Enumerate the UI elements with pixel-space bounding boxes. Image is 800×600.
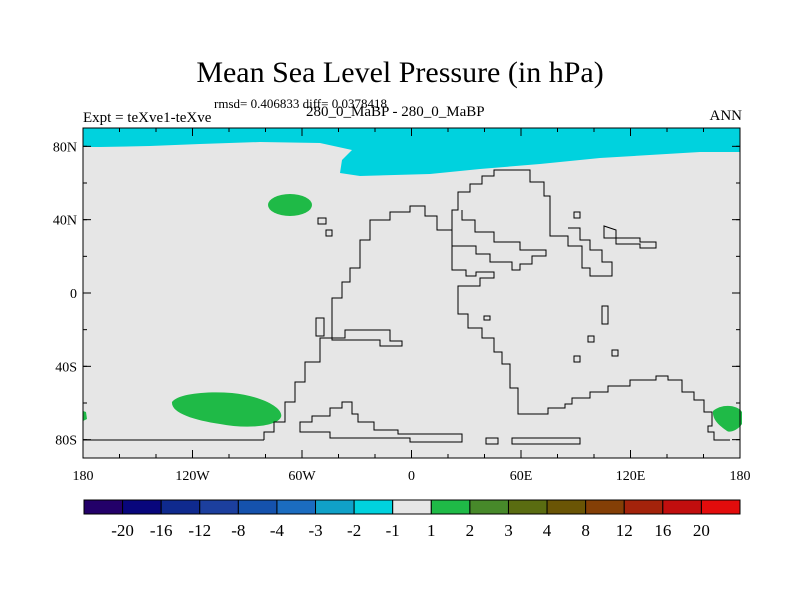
colorbar: -20 -16 -12 -8 -4 -3 -2 -1 1 2 3 4 8 12 16 20 <box>83 499 741 540</box>
y-tick-label: 80S <box>55 434 77 449</box>
colorbar-label: -3 <box>308 521 322 540</box>
colorbar-swatch <box>430 499 471 515</box>
colorbar-label: 12 <box>616 521 633 540</box>
colorbar-label: -1 <box>386 521 400 540</box>
region-npacific-high <box>268 194 312 216</box>
colorbar-swatch <box>392 499 432 515</box>
colorbar-swatch <box>546 499 587 515</box>
y-tick-label: 40N <box>53 214 77 229</box>
colorbar-label: -12 <box>188 521 211 540</box>
region-spacific-high <box>171 392 282 427</box>
colorbar-label: -20 <box>111 521 134 540</box>
region-se-high <box>712 405 742 432</box>
y-tick-label: 40S <box>55 360 77 375</box>
x-tick-label: 60W <box>288 469 316 484</box>
colorbar-swatch <box>353 499 394 515</box>
colorbar-swatch <box>122 499 162 515</box>
colorbar-label: 4 <box>543 521 552 540</box>
axis-ticks: 180 120W 60W 0 60E 120E 180 80N 40N 0 40S 80S <box>53 128 751 484</box>
colorbar-swatch <box>276 499 317 515</box>
y-tick-label: 0 <box>70 287 77 302</box>
colorbar-label: -4 <box>270 521 285 540</box>
colorbar-swatch <box>237 499 278 515</box>
x-tick-label: 180 <box>730 469 751 484</box>
x-tick-label: 120E <box>616 469 646 484</box>
colorbar-label: 2 <box>466 521 475 540</box>
chart-subtitle: 280_0_MaBP - 280_0_MaBP <box>306 104 485 120</box>
coastlines <box>83 169 730 445</box>
colorbar-label: 20 <box>693 521 710 540</box>
x-tick-label: 180 <box>73 469 94 484</box>
colorbar-label: 8 <box>581 521 590 540</box>
colorbar-swatch <box>469 499 509 515</box>
colorbar-label: 3 <box>504 521 513 540</box>
region-arctic-low <box>83 128 740 176</box>
colorbar-swatch <box>623 499 664 515</box>
colorbar-swatch <box>83 499 124 515</box>
colorbar-swatch <box>160 499 201 515</box>
colorbar-swatch <box>507 499 548 515</box>
season-label: ANN <box>709 108 743 124</box>
colorbar-swatch <box>700 499 741 515</box>
x-tick-label: 120W <box>175 469 210 484</box>
region-edge-high <box>83 411 87 421</box>
x-tick-label: 60E <box>510 469 533 484</box>
stats-line: rmsd= 0.406833 diff= 0.0378418 <box>214 96 387 111</box>
colorbar-swatch <box>199 499 239 515</box>
chart-title: Mean Sea Level Pressure (in hPa) <box>196 56 604 89</box>
colorbar-label: -2 <box>347 521 361 540</box>
colorbar-label: 16 <box>654 521 671 540</box>
x-tick-label: 0 <box>408 469 415 484</box>
colorbar-label: 1 <box>427 521 436 540</box>
colorbar-swatch <box>662 499 702 515</box>
colorbar-label: -16 <box>150 521 173 540</box>
y-tick-label: 80N <box>53 140 77 155</box>
colorbar-swatch <box>585 499 625 515</box>
experiment-label: Expt = teXve1-teXve <box>83 110 212 126</box>
colorbar-swatch <box>315 499 355 515</box>
colorbar-label: -8 <box>231 521 245 540</box>
